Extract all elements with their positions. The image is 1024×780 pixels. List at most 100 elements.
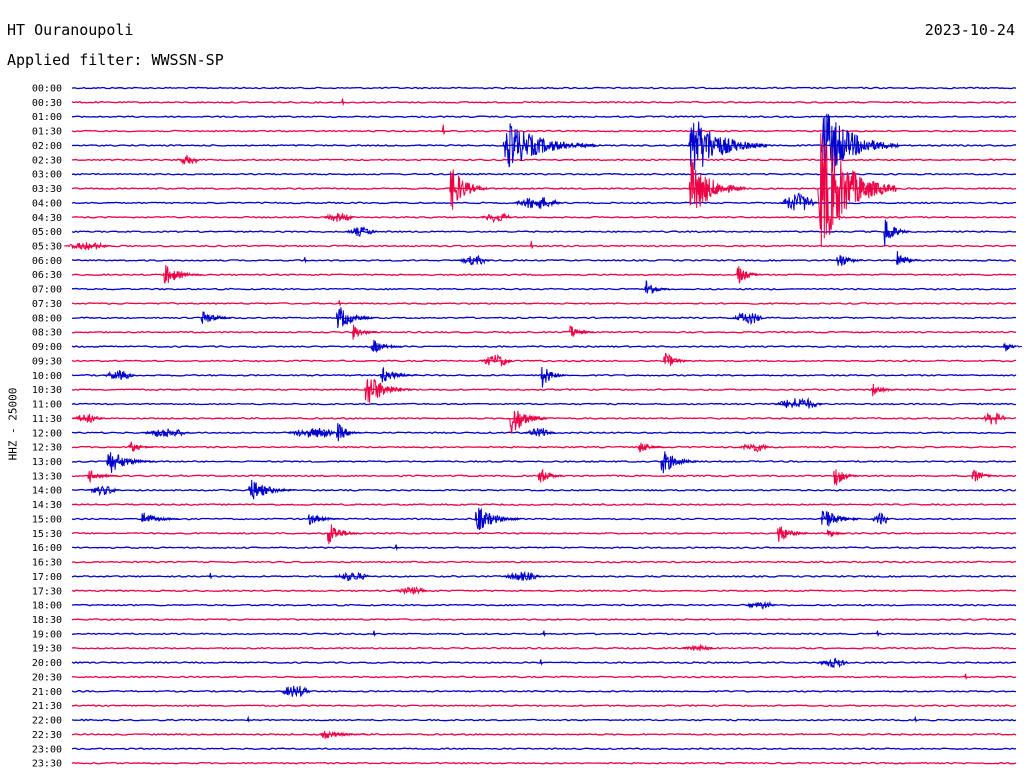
- seismic-event-14: [345, 225, 377, 237]
- time-label: 09:30: [32, 356, 62, 367]
- seismic-event-62: [474, 507, 523, 531]
- trace-row-2130: [71, 704, 1017, 708]
- seismic-event-11: [779, 192, 818, 211]
- trace-row-1730: [71, 589, 1017, 593]
- trace-row-2330: [71, 761, 1017, 765]
- seismic-event-18: [303, 257, 307, 264]
- seismic-event-1: [441, 124, 446, 135]
- time-label: 03:30: [32, 184, 62, 195]
- seismic-event-48: [524, 428, 557, 437]
- trace-row-0530: [71, 244, 1017, 248]
- trace-row-1430: [71, 503, 1017, 506]
- seismic-event-37: [540, 366, 567, 388]
- time-label: 14:00: [32, 486, 62, 497]
- time-label: 10:30: [32, 385, 62, 396]
- trace-rows: [64, 86, 1023, 765]
- seismic-event-74: [372, 630, 377, 638]
- seismic-event-60: [140, 512, 180, 523]
- seismic-event-72: [395, 586, 428, 596]
- trace-row-1100: [71, 402, 1017, 406]
- time-label: 16:30: [32, 558, 62, 569]
- seismic-event-9: [855, 182, 874, 194]
- time-label: 05:30: [32, 242, 62, 253]
- seismic-event-69: [208, 573, 213, 580]
- seismic-event-24: [644, 280, 670, 294]
- time-label: 09:00: [32, 342, 62, 353]
- seismic-event-68: [394, 544, 399, 551]
- seismic-event-47: [335, 423, 362, 442]
- seismic-event-65: [326, 524, 359, 545]
- time-label: 08:30: [32, 328, 62, 339]
- seismic-event-63: [820, 510, 859, 527]
- time-label: 01:00: [32, 112, 62, 123]
- trace-row-0430: [71, 215, 1017, 219]
- trace-row-1030: [71, 388, 1017, 392]
- time-label: 01:30: [32, 127, 62, 138]
- seismic-event-75: [542, 630, 546, 638]
- time-label: 19:30: [32, 644, 62, 655]
- trace-row-2200: [71, 718, 1017, 722]
- seismic-event-49: [128, 441, 154, 452]
- seismic-event-13: [480, 212, 512, 224]
- trace-row-1630: [71, 560, 1017, 564]
- time-label: 04:00: [32, 198, 62, 209]
- time-label: 23:30: [32, 759, 62, 770]
- seismic-event-46: [304, 427, 336, 439]
- trace-row-1600: [71, 546, 1017, 550]
- time-label: 03:00: [32, 170, 62, 181]
- date-label: 2023-10-24: [924, 21, 1015, 39]
- seismic-event-2: [502, 123, 598, 168]
- trace-row-1700: [71, 575, 1017, 578]
- seismic-event-3: [688, 121, 768, 170]
- time-label: 18:30: [32, 615, 62, 626]
- trace-row-0830: [71, 330, 1017, 334]
- time-label: 23:00: [32, 744, 62, 755]
- seismic-event-7: [688, 160, 746, 209]
- seismic-event-30: [568, 324, 595, 337]
- trace-row-0000: [71, 86, 1017, 90]
- seismic-event-36: [379, 366, 418, 383]
- seismic-event-31: [370, 339, 402, 354]
- time-label: 11:30: [32, 414, 62, 425]
- time-label: 15:30: [32, 529, 62, 540]
- filter-label: Applied filter: WWSSN-SP: [7, 51, 224, 69]
- seismic-event-79: [817, 657, 849, 669]
- time-label: 00:30: [32, 98, 62, 109]
- seismic-event-45: [287, 427, 335, 438]
- seismic-event-15: [883, 219, 910, 247]
- seismic-event-17: [529, 241, 534, 249]
- time-label: 14:30: [32, 500, 62, 511]
- seismic-event-66: [776, 526, 808, 542]
- seismic-event-53: [660, 451, 699, 474]
- trace-row-0030: [71, 100, 1017, 104]
- trace-row-1830: [71, 618, 1017, 621]
- time-label: 05:00: [32, 227, 62, 238]
- seismic-event-43: [981, 412, 1007, 425]
- seismic-event-44: [142, 428, 190, 438]
- time-label: 16:00: [32, 543, 62, 554]
- time-label: 12:00: [32, 428, 62, 439]
- seismic-event-81: [279, 685, 311, 698]
- trace-row-0230: [71, 158, 1017, 162]
- seismic-event-64: [871, 512, 890, 525]
- time-label: 21:30: [32, 701, 62, 712]
- seismic-event-71: [503, 570, 541, 582]
- seismic-event-51: [738, 443, 771, 453]
- time-label: 20:00: [32, 658, 62, 669]
- seismic-event-84: [320, 730, 368, 739]
- seismic-event-19: [458, 254, 491, 266]
- trace-row-0730: [71, 302, 1017, 305]
- time-label: 17:00: [32, 572, 62, 583]
- seismic-event-22: [162, 265, 201, 284]
- trace-row-0700: [71, 287, 1017, 291]
- trace-row-0130: [71, 129, 1017, 133]
- trace-row-2000: [71, 661, 1017, 664]
- trace-row-2300: [71, 747, 1017, 751]
- seismic-event-32: [1002, 342, 1023, 352]
- time-label: 11:00: [32, 400, 62, 411]
- seismic-event-26: [200, 311, 233, 324]
- time-label: 00:00: [32, 84, 62, 95]
- seismic-event-83: [913, 715, 918, 723]
- seismic-event-59: [247, 479, 296, 500]
- seismic-event-20: [836, 254, 862, 266]
